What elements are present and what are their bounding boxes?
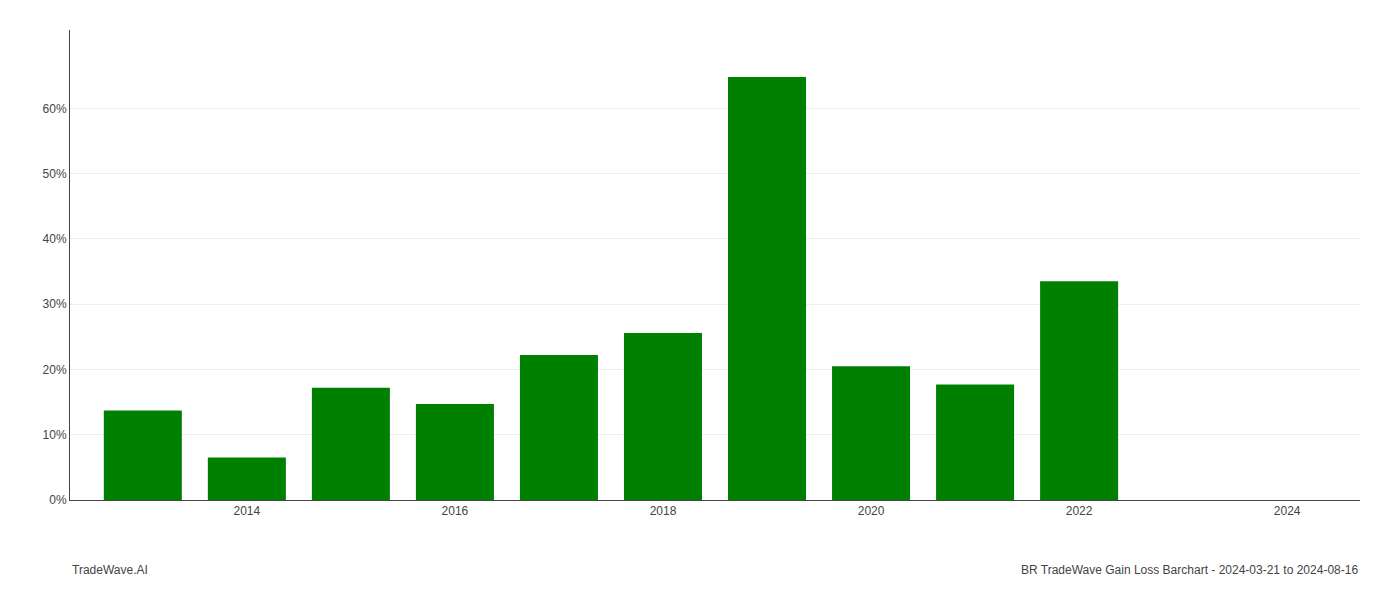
svg-text:TradeWave.AI: TradeWave.AI bbox=[72, 563, 148, 577]
svg-text:40%: 40% bbox=[43, 232, 67, 246]
svg-text:2018: 2018 bbox=[650, 504, 677, 518]
svg-text:2014: 2014 bbox=[233, 504, 260, 518]
svg-text:50%: 50% bbox=[43, 167, 67, 181]
svg-text:10%: 10% bbox=[43, 428, 67, 442]
svg-text:30%: 30% bbox=[43, 297, 67, 311]
svg-text:2022: 2022 bbox=[1066, 504, 1093, 518]
svg-text:0%: 0% bbox=[49, 493, 67, 507]
svg-text:BR TradeWave Gain Loss Barchar: BR TradeWave Gain Loss Barchart - 2024-0… bbox=[1021, 563, 1358, 577]
svg-text:2020: 2020 bbox=[858, 504, 885, 518]
svg-text:2016: 2016 bbox=[442, 504, 469, 518]
svg-text:20%: 20% bbox=[43, 363, 67, 377]
svg-text:2024: 2024 bbox=[1274, 504, 1301, 518]
svg-text:60%: 60% bbox=[43, 102, 67, 116]
